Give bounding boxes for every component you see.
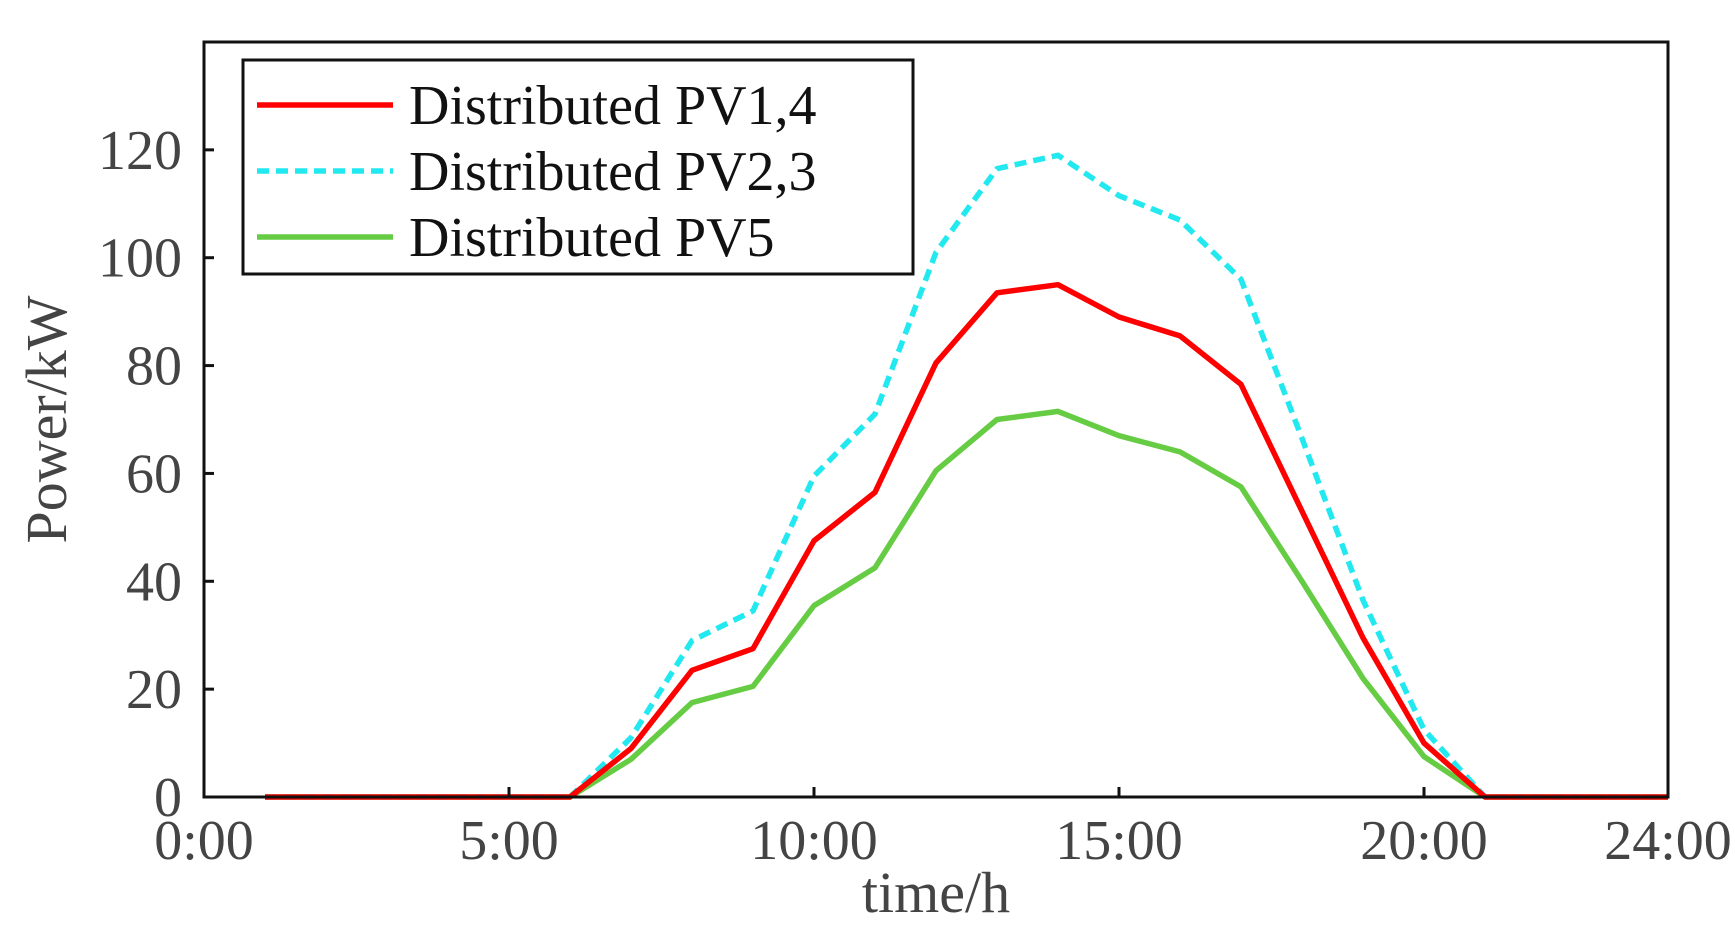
x-tick-label-3: 15:00 [1055,810,1183,872]
axis-ticks [202,148,1670,799]
y-tick-label-6: 120 [98,120,182,182]
legend-label-2: Distributed PV5 [409,207,775,269]
y-tick-label-5: 100 [98,228,182,290]
plot-frame [202,40,1670,799]
series-line-2 [265,408,1668,800]
x-tick-label-4: 20:00 [1360,810,1488,872]
axis-tick-labels: 0:00 5:00 10:00 15:00 20:00 24:00 0 20 40 60 80 100… [98,120,1732,872]
y-tick-label-2: 40 [126,551,182,613]
x-tick-label-0: 0:00 [154,810,254,872]
x-axis-label: time/h [862,860,1010,925]
y-tick-label-1: 20 [126,659,182,721]
series-line-0 [265,281,1668,800]
x-tick-label-2: 10:00 [750,810,878,872]
legend-label-1: Distributed PV2,3 [409,141,817,203]
x-tick-label-5: 24:00 [1604,810,1732,872]
y-axis-label: Power/kW [14,295,79,543]
y-tick-label-3: 60 [126,443,182,505]
y-tick-label-4: 80 [126,336,182,398]
x-tick-label-1: 5:00 [459,810,559,872]
legend-label-0: Distributed PV1,4 [409,75,817,137]
y-tick-label-0: 0 [154,767,182,829]
